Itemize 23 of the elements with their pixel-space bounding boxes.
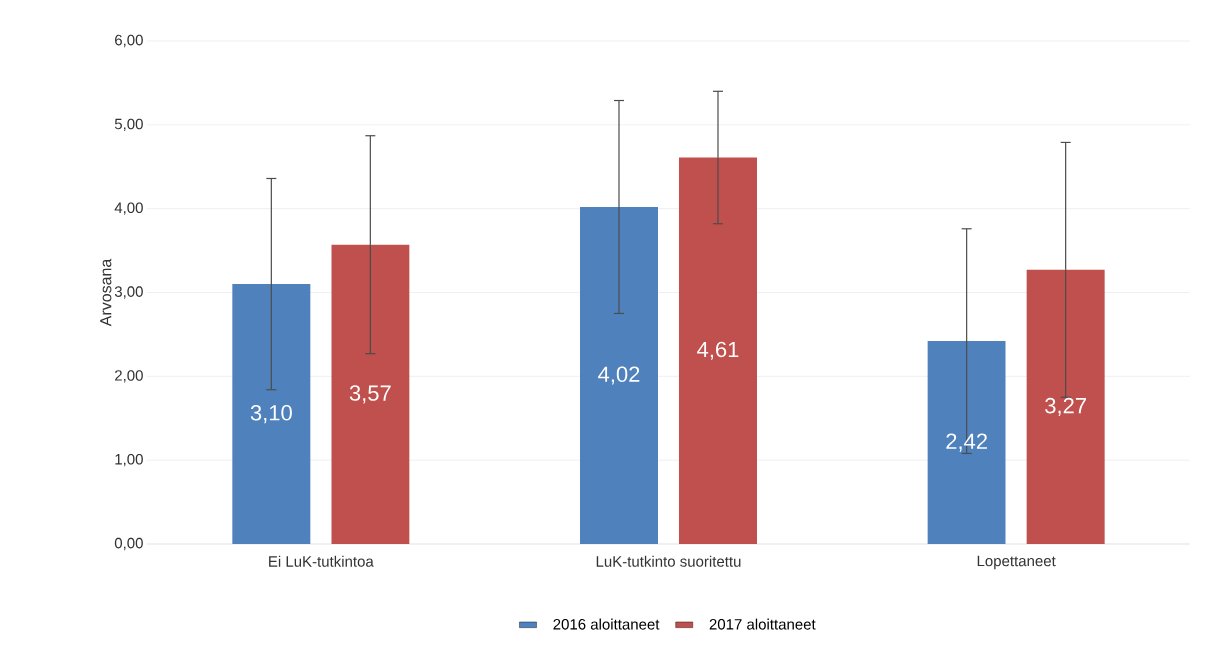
x-tick-label: Ei LuK-tutkintoa <box>269 555 374 567</box>
bar <box>232 284 311 544</box>
data-label: 3,57 <box>349 385 391 404</box>
y-tick-label: 1,00 <box>115 453 143 467</box>
x-tick-label: Lopettaneet <box>977 555 1056 570</box>
bar <box>1026 269 1105 544</box>
legend-label: 2017 aloittaneet <box>709 618 816 630</box>
bar <box>679 157 757 544</box>
y-tick-label: 4,00 <box>114 202 143 215</box>
data-label: 3,10 <box>250 404 292 424</box>
data-label: 4,02 <box>598 366 640 385</box>
legend-label: 2016 aloittaneet <box>553 618 660 630</box>
y-tick-label: 5,00 <box>114 118 143 132</box>
y-tick-label: 3,00 <box>114 286 143 299</box>
y-tick-label: 6,00 <box>115 34 143 48</box>
x-tick-label: LuK-tutkinto suoritettu <box>596 555 741 567</box>
bar <box>579 206 658 544</box>
data-label: 4,61 <box>697 341 739 360</box>
bar <box>331 244 410 544</box>
data-label: 3,27 <box>1045 397 1086 417</box>
y-axis-title: Arvosana <box>100 258 112 327</box>
y-tick-label: 2,00 <box>115 370 143 383</box>
y-tick-label: 0,00 <box>114 537 143 551</box>
